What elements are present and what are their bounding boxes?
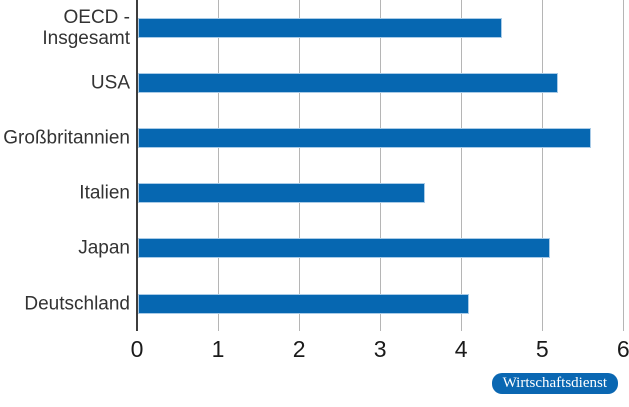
category-label: Großbritannien	[3, 127, 130, 149]
bar	[138, 72, 559, 93]
gridline	[460, 0, 462, 331]
x-tick-label: 0	[130, 336, 144, 362]
y-axis-line	[136, 0, 138, 331]
gridline	[379, 0, 381, 331]
gridline	[622, 0, 624, 331]
bar	[138, 17, 502, 38]
category-label: Japan	[78, 237, 130, 259]
bar	[138, 183, 425, 204]
bar	[138, 127, 591, 148]
category-label: Italien	[79, 182, 130, 204]
wirtschaftsdienst-badge: Wirtschaftsdienst	[491, 373, 618, 394]
x-tick-label: 1	[211, 336, 225, 362]
category-label: OECD - Insgesamt	[42, 6, 130, 49]
category-label: USA	[90, 72, 130, 94]
gridline	[298, 0, 300, 331]
bar	[138, 293, 470, 314]
gridline	[541, 0, 543, 331]
x-tick-label: 3	[373, 336, 387, 362]
x-tick-label: 4	[454, 336, 468, 362]
x-tick-label: 2	[292, 336, 306, 362]
bar	[138, 238, 551, 259]
gridline	[217, 0, 219, 331]
x-tick-label: 5	[535, 336, 549, 362]
x-tick-label: 6	[616, 336, 629, 362]
category-label: Deutschland	[24, 293, 130, 314]
